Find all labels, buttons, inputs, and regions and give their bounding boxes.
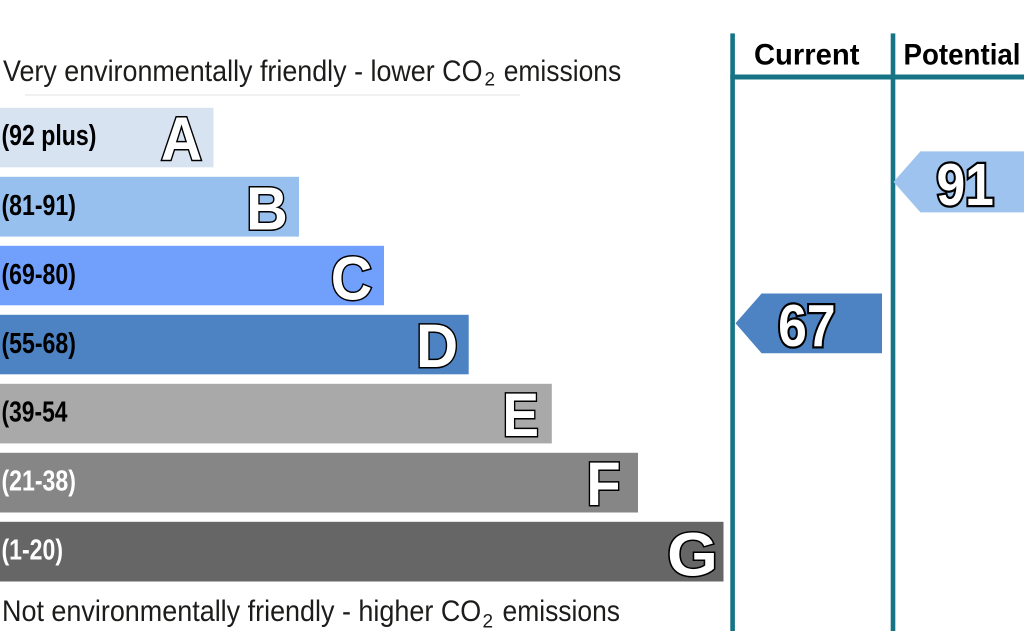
- svg-text:B: B: [246, 174, 288, 243]
- svg-text:emissions: emissions: [504, 55, 622, 88]
- svg-text:A: A: [161, 105, 202, 173]
- svg-text:C: C: [331, 244, 373, 313]
- svg-text:91: 91: [936, 152, 994, 218]
- svg-text:emissions: emissions: [503, 595, 621, 628]
- svg-text:G: G: [667, 521, 718, 589]
- svg-text:E: E: [502, 382, 539, 450]
- svg-text:(21-38): (21-38): [2, 466, 76, 498]
- svg-text:D: D: [416, 312, 458, 380]
- svg-text:2: 2: [483, 612, 494, 631]
- svg-text:67: 67: [778, 293, 836, 359]
- svg-text:Potential: Potential: [904, 39, 1021, 72]
- svg-text:(55-68): (55-68): [2, 328, 76, 360]
- svg-text:(39-54: (39-54: [2, 397, 68, 429]
- svg-text:(69-80): (69-80): [2, 259, 76, 291]
- svg-text:F: F: [586, 451, 620, 519]
- svg-text:Very environmentally friendly: Very environmentally friendly - lower CO: [3, 55, 483, 88]
- svg-text:(1-20): (1-20): [2, 535, 64, 567]
- svg-text:Current: Current: [754, 39, 860, 72]
- svg-text:(81-91): (81-91): [2, 190, 76, 222]
- svg-text:2: 2: [485, 70, 496, 91]
- svg-text:Not environmentally friendly -: Not environmentally friendly - higher CO: [2, 595, 481, 628]
- svg-text:(92 plus): (92 plus): [2, 120, 97, 152]
